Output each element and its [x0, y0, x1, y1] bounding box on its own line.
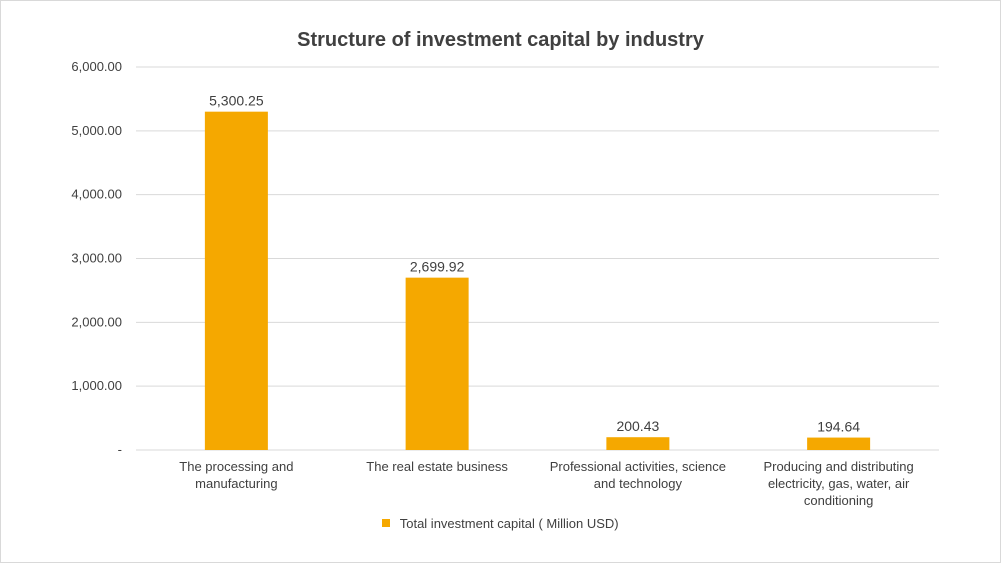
bar — [807, 437, 871, 450]
y-tick-label: 4,000.00 — [71, 187, 122, 202]
bar — [204, 111, 268, 451]
y-tick-label: 3,000.00 — [71, 251, 122, 266]
y-tick-label: 1,000.00 — [71, 378, 122, 393]
bars — [204, 111, 871, 451]
data-label: 2,699.92 — [410, 259, 465, 275]
y-tick-label: 2,000.00 — [71, 314, 122, 329]
data-label: 194.64 — [817, 419, 860, 435]
x-tick-label: Producing and distributing electricity, … — [763, 459, 914, 508]
y-tick-label: 5,000.00 — [71, 123, 122, 138]
data-label: 200.43 — [616, 418, 659, 434]
x-tick-label: Professional activities, science and tec… — [549, 459, 727, 491]
x-tick-label: The processing and manufacturing — [179, 459, 294, 491]
y-tick-label: - — [118, 442, 122, 457]
legend-label: Total investment capital ( Million USD) — [399, 516, 619, 531]
gridlines — [136, 66, 939, 451]
bar — [606, 437, 670, 450]
y-axis-ticks: - 1,000.00 2,000.00 3,000.00 4,000.00 5,000.0… — [71, 59, 122, 457]
legend: Total investment capital ( Million USD) — [1, 516, 1000, 531]
bar — [405, 277, 469, 450]
x-tick-label: The real estate business — [366, 459, 508, 474]
legend-swatch — [382, 519, 391, 527]
y-tick-label: 6,000.00 — [71, 59, 122, 74]
chart-title: Structure of investment capital by indus… — [297, 29, 704, 51]
data-labels: 5,300.25 2,699.92 200.43 194.64 — [209, 93, 860, 435]
data-label: 5,300.25 — [209, 93, 264, 109]
